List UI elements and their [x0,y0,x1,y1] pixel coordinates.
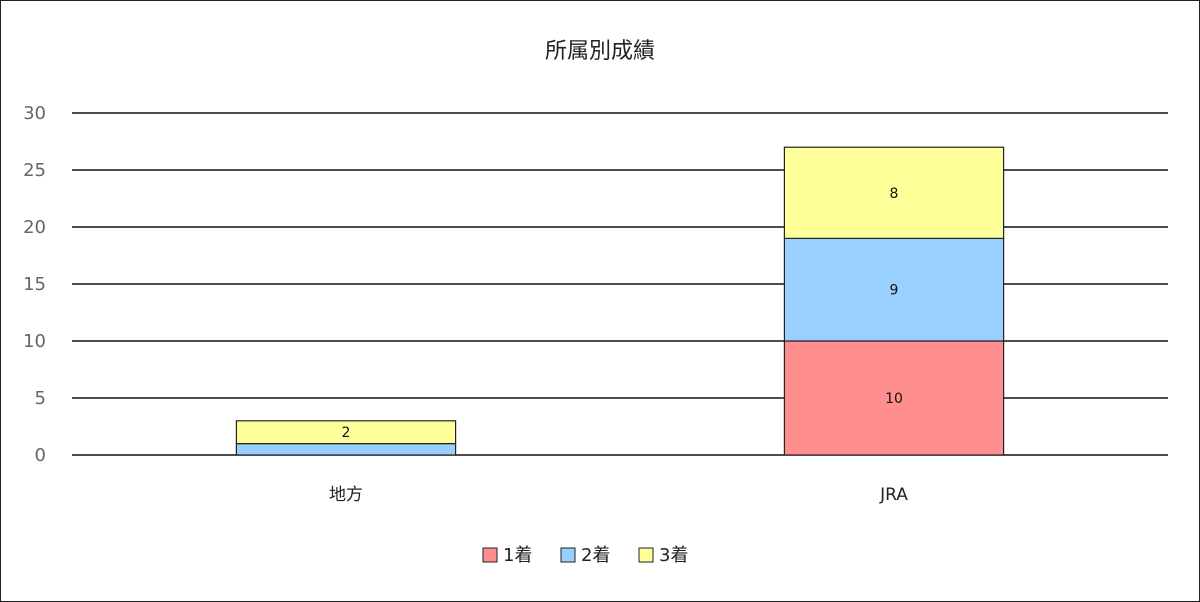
data-label: 9 [890,283,899,299]
bars: 2 10 9 8 [235,146,1005,456]
y-tick-label: 5 [35,388,46,409]
y-tick-label: 30 [23,103,46,124]
legend-label: 2着 [581,545,610,566]
bar-segment [235,420,457,445]
legend-label: 1着 [503,545,532,566]
bar-segment [783,340,1005,456]
y-axis-ticks: 0 5 10 15 20 25 30 [23,103,46,466]
legend-swatch [638,547,654,563]
bar-segment [783,146,1005,239]
data-label: 8 [890,186,899,202]
y-tick-label: 15 [23,274,46,295]
y-tick-label: 20 [23,217,46,238]
bar-segment [235,443,457,456]
legend-swatch [482,547,498,563]
legend: 1着 2着 3着 [482,545,688,566]
chart-title: 所属別成績 [545,39,655,64]
y-tick-label: 10 [23,331,46,352]
y-tick-label: 25 [23,160,46,181]
x-tick-label: JRA [879,485,908,505]
data-label: 10 [885,391,903,407]
x-tick-label: 地方 [329,485,363,505]
data-label: 2 [342,425,351,441]
y-tick-label: 0 [35,445,46,466]
legend-swatch [560,547,576,563]
legend-label: 3着 [659,545,688,566]
x-axis-ticks: 地方 JRA [329,485,908,505]
bar-segment [783,237,1005,342]
